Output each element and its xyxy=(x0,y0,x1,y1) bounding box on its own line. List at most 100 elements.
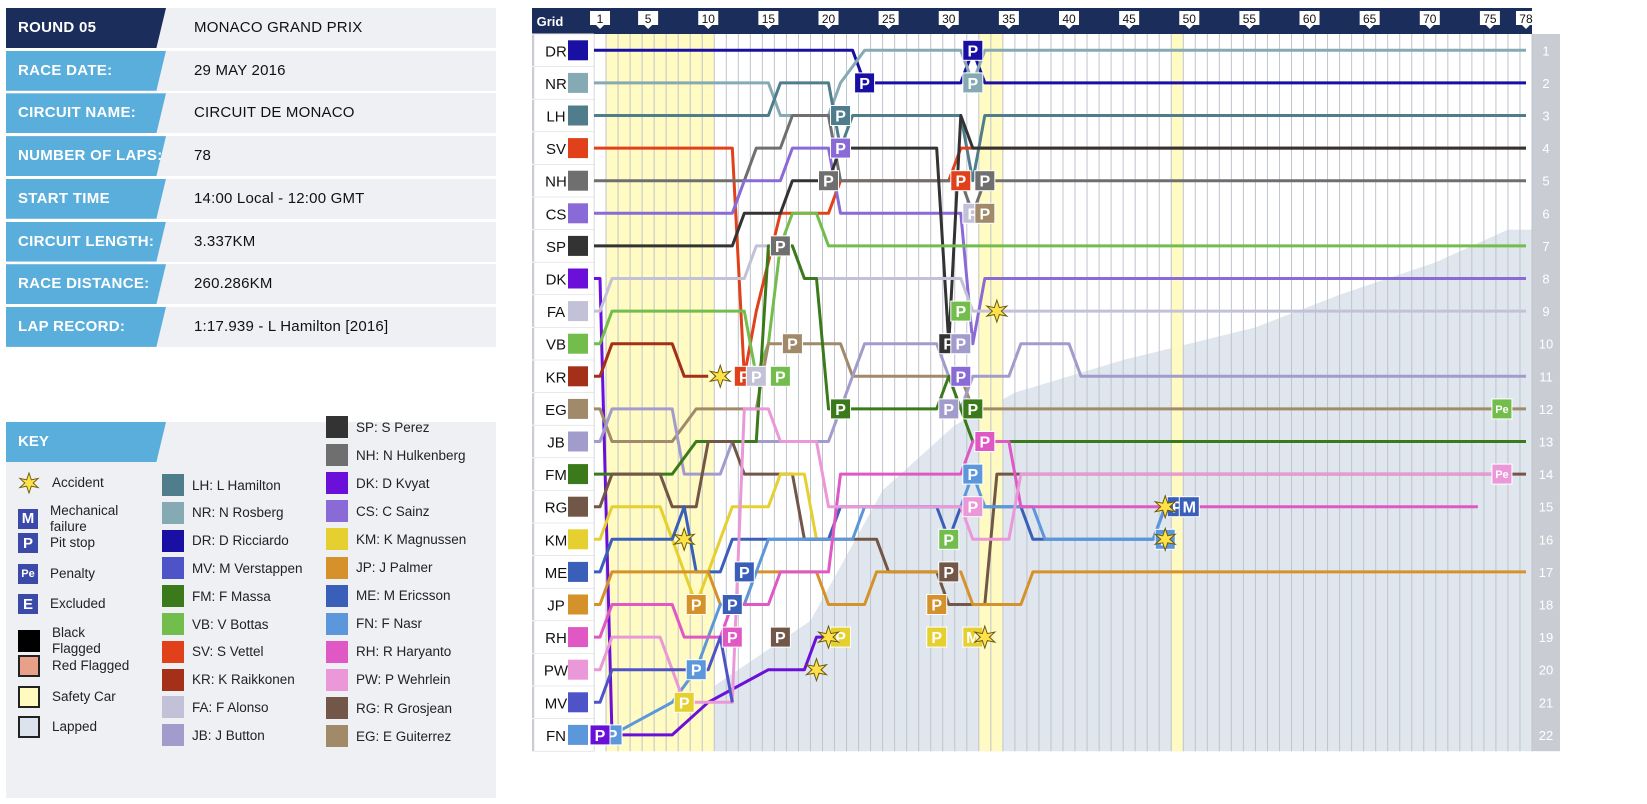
key-item-label: Black Flagged xyxy=(52,624,101,656)
key-driver-label: RH: R Haryanto xyxy=(356,644,452,660)
lap-tick-marker xyxy=(878,11,899,29)
race-info-row: CIRCUIT NAME: CIRCUIT DE MONACO xyxy=(6,93,496,134)
grid-driver-code: ME xyxy=(545,565,568,582)
grid-driver-code: PW xyxy=(544,663,569,680)
grid-driver-code: SP xyxy=(546,239,566,256)
pit-stop-icon xyxy=(685,594,707,615)
pit-stop-icon xyxy=(769,235,791,257)
accident-star-shape xyxy=(672,526,696,552)
key-driver-label: LH: L Hamilton xyxy=(192,477,281,493)
lap-tick-marker xyxy=(938,11,959,29)
grid-header xyxy=(532,8,594,34)
series-line-rg xyxy=(594,440,1526,606)
pit-stop-icon xyxy=(589,724,611,746)
race-info-row: RACE DISTANCE: 260.286KM xyxy=(6,264,496,305)
grid-driver-code: FM xyxy=(545,467,567,484)
key-item-label: Pit stop xyxy=(50,535,96,550)
penalty-icon: Pe xyxy=(18,563,38,584)
driver-color-swatch xyxy=(326,612,348,635)
lap-tick-marker xyxy=(758,11,779,29)
grid-driver-code: LH xyxy=(546,109,565,126)
key-driver-item: SP: S Perez xyxy=(326,416,430,438)
pit-stop-icon xyxy=(733,561,755,583)
key-item-label: Lapped xyxy=(52,719,98,734)
pit-stop-icon xyxy=(938,561,960,583)
race-info-value: MONACO GRAND PRIX xyxy=(194,19,363,36)
driver-color-swatch xyxy=(162,724,184,747)
key-item-label: Penalty xyxy=(50,565,96,581)
key-driver-item: FN: F Nasr xyxy=(326,612,422,635)
accident-star-shape xyxy=(816,624,841,650)
grid-driver-swatch xyxy=(568,268,588,289)
key-driver-item: RH: R Haryanto xyxy=(326,640,452,663)
black-flag-icon xyxy=(18,629,40,652)
key-driver-item: PW: P Wehrlein xyxy=(326,668,451,691)
key-driver-label: DR: D Ricciardo xyxy=(192,533,289,549)
pit-stop-icon xyxy=(769,365,791,387)
key-driver-item: ME: M Ericsson xyxy=(326,584,451,607)
driver-color-swatch xyxy=(326,444,348,467)
safety-car-icon xyxy=(18,685,40,708)
event-letter: P xyxy=(967,206,978,223)
race-info-label: NUMBER OF LAPS: xyxy=(6,136,166,177)
event-letter: P xyxy=(727,598,738,615)
event-letter: Pe xyxy=(1495,404,1508,416)
series-line-nh xyxy=(594,114,1526,215)
event-letter: P xyxy=(1172,500,1183,517)
grid-driver-code: KR xyxy=(546,369,567,386)
final-position-number: 22 xyxy=(1539,728,1553,743)
event-letter: P xyxy=(739,565,750,582)
driver-color-swatch xyxy=(162,557,184,580)
lap-tick-label: 55 xyxy=(1243,12,1257,26)
key-driver-label: PW: P Wehrlein xyxy=(356,672,451,688)
grid-driver-swatch xyxy=(568,72,588,93)
penalty-icon xyxy=(1491,398,1513,420)
driver-color-swatch xyxy=(162,585,184,608)
penalty-icon xyxy=(1491,463,1513,485)
accident-star-shape xyxy=(985,298,1009,324)
driver-color-swatch xyxy=(162,640,184,663)
driver-color-swatch xyxy=(326,584,348,607)
lap-chart: Grid1510152025303540455055606570757811DR… xyxy=(532,8,1562,752)
key-title: KEY xyxy=(6,422,166,462)
grid-driver-swatch xyxy=(568,138,588,159)
key-item: Safety Car xyxy=(18,685,116,708)
driver-color-swatch xyxy=(162,474,184,496)
lap-tick-label: 45 xyxy=(1122,12,1136,26)
lap-tick-label: 10 xyxy=(702,12,716,26)
race-info-value: 260.286KM xyxy=(194,275,273,293)
key-driver-label: KR: K Raikkonen xyxy=(192,672,295,688)
race-info-value: CIRCUIT DE MONACO xyxy=(194,104,355,122)
key-driver-label: FM: F Massa xyxy=(192,588,271,604)
final-position-number: 15 xyxy=(1539,500,1553,515)
lap-tick-label: 15 xyxy=(762,12,776,26)
race-info-value: 3.337KM xyxy=(194,232,256,250)
event-letter: P xyxy=(835,402,846,419)
key-driver-label: KM: K Magnussen xyxy=(356,531,467,547)
key-item-label: Safety Car xyxy=(52,688,116,704)
key-item: Pe Penalty xyxy=(18,563,96,584)
race-info-label: RACE DISTANCE: xyxy=(6,264,166,305)
lap-tick-label: 75 xyxy=(1483,12,1497,26)
race-info-value: 1:17.939 - L Hamilton [2016] xyxy=(194,317,389,335)
grid-driver-swatch xyxy=(568,235,588,256)
grid-driver-code: RH xyxy=(545,630,567,647)
grid-driver-code: DR xyxy=(545,43,567,60)
lap-tick-label: 5 xyxy=(645,12,652,26)
grid-driver-code: VB xyxy=(546,337,566,354)
final-position-number: 18 xyxy=(1539,598,1553,613)
grid-driver-swatch xyxy=(568,431,588,452)
race-info-row: LAP RECORD: 1:17.939 - L Hamilton [2016] xyxy=(6,306,496,347)
pit-stop-icon xyxy=(950,300,972,322)
key-driver-item: NR: N Rosberg xyxy=(162,501,284,524)
final-position-number: 8 xyxy=(1542,272,1549,287)
grid-driver-code: DK xyxy=(546,272,567,289)
event-letter: P xyxy=(727,630,738,647)
event-letter: M xyxy=(966,630,979,647)
lap-tick-label: 20 xyxy=(822,12,836,26)
series-line-mv xyxy=(594,635,734,704)
race-info-row: RACE DATE: 29 MAY 2016 xyxy=(6,50,496,91)
event-letter: P xyxy=(943,402,954,419)
final-position-number: 4 xyxy=(1542,141,1549,156)
key-item: Accident xyxy=(18,472,104,494)
